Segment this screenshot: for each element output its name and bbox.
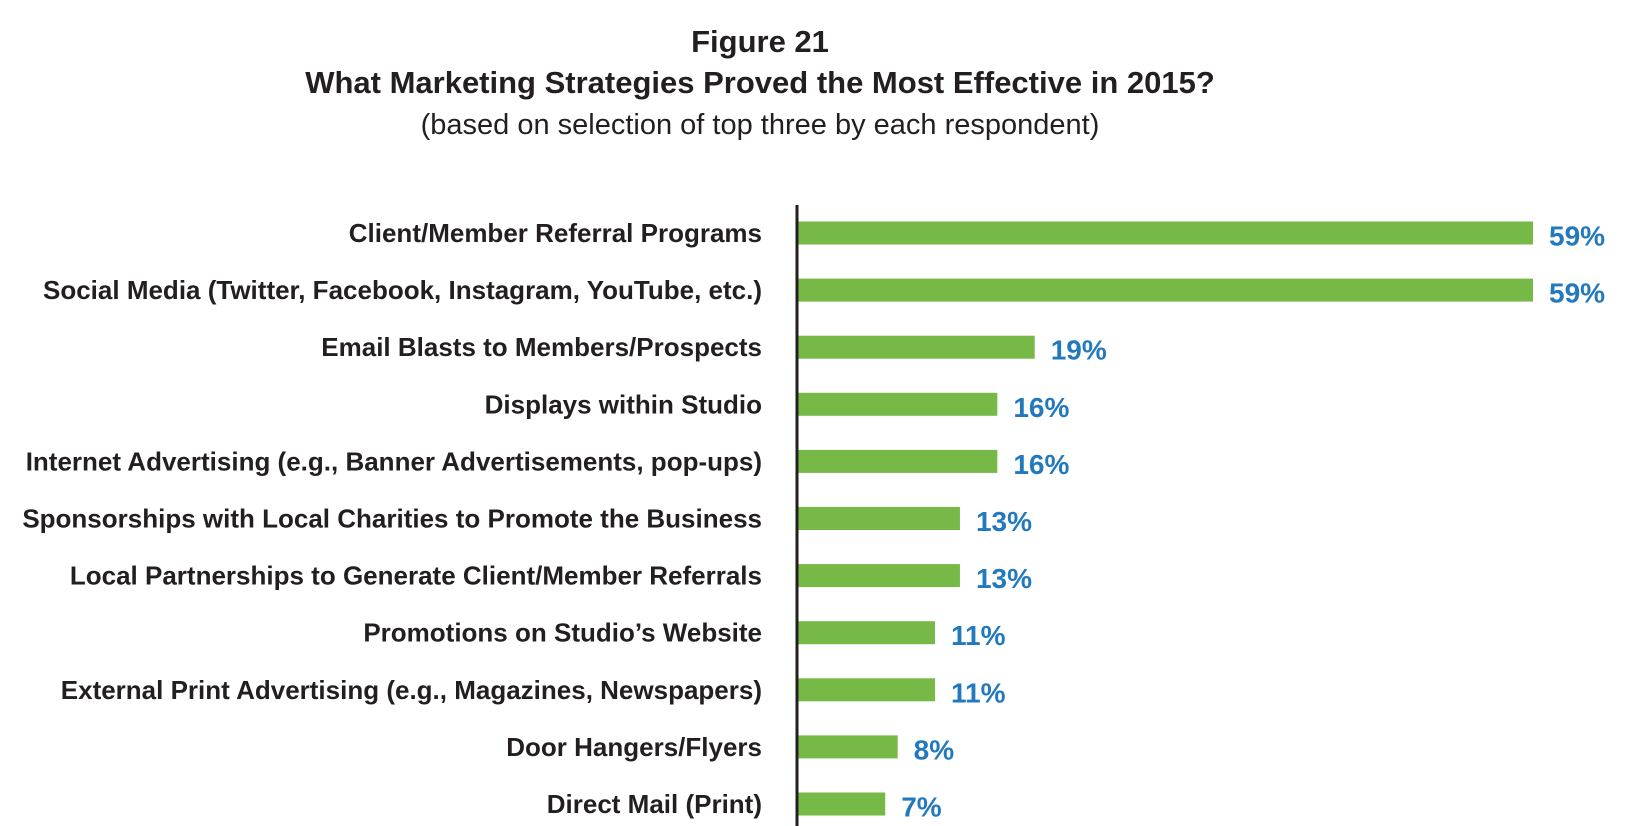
category-label: Direct Mail (Print) <box>547 789 762 819</box>
category-label: Local Partnerships to Generate Client/Me… <box>70 561 762 591</box>
bar <box>798 507 960 530</box>
value-labels-group: 59% 59% 19% 16% 16% 13% 13% 11% 11% 8% 7% <box>901 221 1605 823</box>
bar <box>798 564 960 588</box>
category-label: Displays within Studio <box>485 389 762 419</box>
value-label: 8% <box>914 734 955 765</box>
value-label: 59% <box>1549 278 1605 309</box>
category-label: Sponsorships with Local Charities to Pro… <box>22 504 762 534</box>
chart-subtitle: (based on selection of top three by each… <box>420 109 1100 141</box>
category-label: Social Media (Twitter, Facebook, Instagr… <box>43 275 762 305</box>
value-label: 16% <box>1013 392 1069 423</box>
value-label: 59% <box>1549 221 1605 252</box>
bar <box>798 221 1533 245</box>
bar <box>798 449 998 473</box>
value-label: 19% <box>1051 335 1107 366</box>
bar <box>798 392 998 416</box>
value-label: 11% <box>951 677 1006 708</box>
value-label: 16% <box>1013 449 1069 480</box>
value-label: 7% <box>901 792 942 823</box>
category-label: Door Hangers/Flyers <box>506 732 762 762</box>
chart-title: What Marketing Strategies Proved the Mos… <box>305 65 1215 100</box>
category-labels-group: Client/Member Referral Programs Social Me… <box>22 218 762 819</box>
value-label: 11% <box>951 620 1006 651</box>
value-label: 13% <box>976 506 1032 537</box>
value-label: 13% <box>976 563 1032 594</box>
figure-label: Figure 21 <box>691 24 829 59</box>
bars-group <box>798 221 1533 816</box>
category-label: External Print Advertising (e.g., Magazi… <box>61 675 762 705</box>
bar <box>798 792 886 816</box>
category-label: Email Blasts to Members/Prospects <box>321 332 762 362</box>
category-label: Internet Advertising (e.g., Banner Adver… <box>26 446 762 476</box>
category-label: Promotions on Studio’s Website <box>363 618 762 648</box>
bar <box>798 621 936 645</box>
category-label: Client/Member Referral Programs <box>349 218 762 248</box>
bar <box>798 335 1035 359</box>
bar <box>798 278 1533 302</box>
bar <box>798 735 898 759</box>
bar <box>798 678 936 702</box>
